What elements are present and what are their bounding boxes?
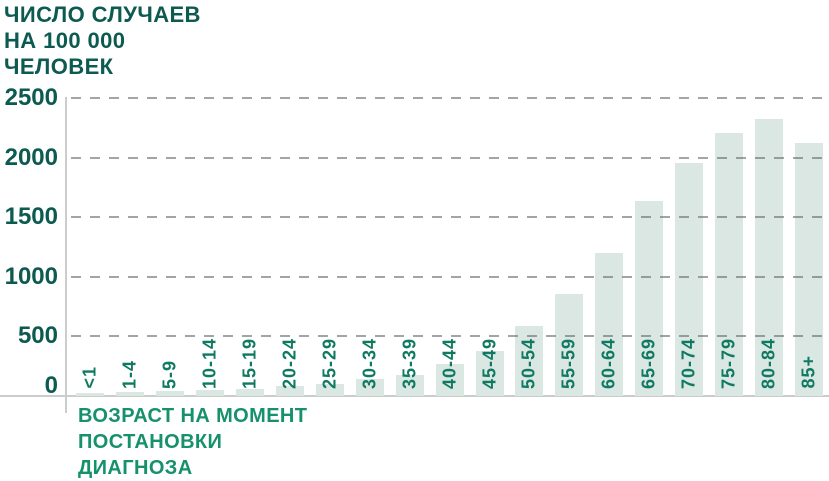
bar: [675, 162, 704, 396]
bar: [555, 294, 584, 396]
category-label: 70-74: [678, 337, 699, 389]
category-label: 30-34: [359, 337, 380, 389]
bar: [275, 386, 304, 396]
bar: [395, 374, 424, 396]
bar-group: 25-29: [310, 98, 350, 396]
bar: [315, 384, 344, 396]
gridline-1000: [71, 275, 828, 278]
bar-group: 45-49: [470, 98, 510, 396]
bar-group: 5-9: [150, 98, 190, 396]
bar-group: 60-64: [589, 98, 629, 396]
category-label: 40-44: [439, 337, 460, 389]
bar: [75, 393, 104, 396]
bar-group: 1-4: [110, 98, 150, 396]
bar: [515, 325, 544, 396]
bar-group: 10-14: [190, 98, 230, 396]
category-label: 55-59: [558, 337, 579, 389]
y-axis-tick-0: 0: [44, 372, 58, 399]
category-label: 60-64: [598, 337, 619, 389]
bar-group: 15-19: [230, 98, 270, 396]
y-axis-tick-500: 500: [17, 322, 58, 350]
bar: [235, 388, 264, 396]
category-label: <1: [79, 366, 100, 389]
bar-group: 20-24: [270, 98, 310, 396]
chart-title-line-1: ЧИСЛО СЛУЧАЕВ: [4, 2, 201, 27]
category-label: 85+: [798, 355, 819, 389]
category-label: 80-84: [758, 337, 779, 389]
chart-title-line-3: ЧЕЛОВЕК: [4, 54, 114, 79]
category-label: 5-9: [159, 359, 180, 389]
gridline-1500: [71, 216, 828, 219]
bar: [715, 132, 744, 396]
y-axis-tick-2500: 2500: [4, 84, 58, 111]
category-label: 35-39: [399, 337, 420, 389]
bar-group: 75-79: [709, 98, 749, 396]
category-label: 25-29: [319, 337, 340, 389]
gridline-2000: [71, 156, 828, 159]
y-axis-line: [65, 97, 67, 413]
category-label: 1-4: [119, 359, 140, 389]
category-label: 10-14: [199, 337, 220, 389]
bar: [115, 391, 144, 396]
y-axis-tick-2000: 2000: [4, 143, 58, 171]
x-axis-title-line-3: ДИАГНОЗА: [78, 457, 193, 479]
bar-group: 30-34: [350, 98, 390, 396]
category-label: 75-79: [718, 337, 739, 389]
bar: [435, 363, 464, 396]
x-axis-line: [0, 395, 829, 397]
bar: [635, 200, 664, 396]
x-axis-title: ВОЗРАСТ НА МОМЕНТ ПОСТАНОВКИ ДИАГНОЗА: [78, 403, 307, 481]
bar-group: 50-54: [509, 98, 549, 396]
bar: [195, 390, 224, 396]
category-label: 20-24: [279, 337, 300, 389]
x-axis-title-line-2: ПОСТАНОВКИ: [78, 431, 223, 453]
bar-group: 85+: [789, 98, 829, 396]
category-label: 15-19: [239, 337, 260, 389]
y-axis-tick-1500: 1500: [4, 203, 58, 231]
bar-group: 65-69: [629, 98, 669, 396]
category-label: 65-69: [638, 337, 659, 389]
gridline-500: [71, 335, 828, 338]
chart-title: ЧИСЛО СЛУЧАЕВ НА 100 000 ЧЕЛОВЕК: [4, 2, 201, 80]
bar: [795, 143, 824, 396]
chart-title-line-2: НА 100 000: [4, 28, 126, 53]
category-label: 45-49: [479, 337, 499, 389]
bar-group: 70-74: [669, 98, 709, 396]
bar: [355, 379, 384, 396]
bar-group: <1: [70, 98, 110, 396]
gridline-2500: [71, 97, 828, 99]
bars: <1 1-4 5-9 10-14 15-19 20-24 25-29 30-34 35-39 40…: [70, 98, 829, 396]
bar-group: 55-59: [549, 98, 589, 396]
category-label: 50-54: [518, 337, 539, 389]
bar: [155, 390, 184, 396]
x-axis-title-line-1: ВОЗРАСТ НА МОМЕНТ: [78, 405, 308, 427]
bar-group: 80-84: [749, 98, 789, 396]
bar-group: 35-39: [390, 98, 430, 396]
bar: [755, 119, 784, 396]
bar: [475, 351, 504, 396]
bar-group: 40-44: [430, 98, 470, 396]
y-axis-tick-1000: 1000: [4, 262, 58, 290]
